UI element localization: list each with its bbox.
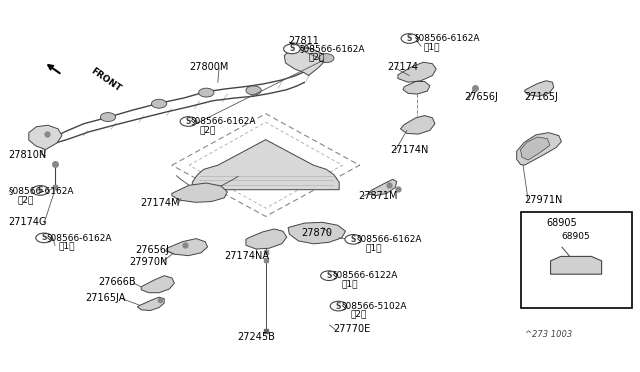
Text: §08566-6162A: §08566-6162A xyxy=(47,232,112,242)
Circle shape xyxy=(198,88,214,97)
Circle shape xyxy=(100,113,116,122)
Text: 27174: 27174 xyxy=(388,62,419,73)
Polygon shape xyxy=(167,238,207,256)
Text: ＜1＞: ＜1＞ xyxy=(366,243,383,252)
Text: 27656J: 27656J xyxy=(465,92,498,102)
Circle shape xyxy=(152,99,167,108)
Text: 27810N: 27810N xyxy=(8,150,47,160)
Text: 27970N: 27970N xyxy=(130,257,168,267)
Circle shape xyxy=(345,235,362,244)
Polygon shape xyxy=(516,133,561,165)
Text: §08566-5102A: §08566-5102A xyxy=(342,301,407,310)
Text: ＜1＞: ＜1＞ xyxy=(58,241,75,250)
Text: 68905: 68905 xyxy=(562,231,591,241)
Text: ＜2＞: ＜2＞ xyxy=(200,125,216,134)
Text: 27800M: 27800M xyxy=(189,62,228,73)
Polygon shape xyxy=(29,125,62,150)
Text: ＜2＞: ＜2＞ xyxy=(17,195,34,204)
Polygon shape xyxy=(192,140,339,190)
Circle shape xyxy=(284,44,300,54)
Polygon shape xyxy=(403,81,430,94)
Polygon shape xyxy=(398,62,436,82)
Text: S: S xyxy=(406,34,412,43)
Text: 27174G: 27174G xyxy=(8,217,47,227)
Text: §08566-6162A: §08566-6162A xyxy=(357,234,422,243)
Text: S: S xyxy=(42,233,47,243)
Text: ＜2＞: ＜2＞ xyxy=(351,310,367,319)
Text: 27245B: 27245B xyxy=(237,332,275,342)
Text: §08566-6122A: §08566-6122A xyxy=(333,270,398,279)
Polygon shape xyxy=(138,297,164,311)
Text: §08566-6162A: §08566-6162A xyxy=(415,33,480,42)
Text: ^273 1003: ^273 1003 xyxy=(525,330,572,339)
Text: §08566-6162A: §08566-6162A xyxy=(8,186,74,195)
Text: 27871M: 27871M xyxy=(358,190,398,201)
Polygon shape xyxy=(401,116,435,134)
Text: ＜2＞: ＜2＞ xyxy=(308,52,325,61)
Text: S: S xyxy=(351,235,356,244)
Polygon shape xyxy=(246,229,287,249)
Text: 27666B: 27666B xyxy=(98,278,136,287)
Text: S: S xyxy=(336,302,341,311)
Polygon shape xyxy=(141,276,174,293)
Circle shape xyxy=(401,34,418,43)
Circle shape xyxy=(32,186,49,195)
Polygon shape xyxy=(288,222,346,244)
Polygon shape xyxy=(284,47,325,76)
Bar xyxy=(520,212,632,308)
Text: S: S xyxy=(38,186,43,195)
Text: FRONT: FRONT xyxy=(90,66,123,94)
Text: ＜1＞: ＜1＞ xyxy=(424,42,440,51)
Text: §08566-6162A: §08566-6162A xyxy=(300,44,365,52)
Text: 27165JA: 27165JA xyxy=(85,293,125,303)
Text: 27174N: 27174N xyxy=(390,145,429,155)
Text: 27656J: 27656J xyxy=(135,245,169,255)
Polygon shape xyxy=(172,183,227,202)
Text: 27174M: 27174M xyxy=(140,198,179,208)
Circle shape xyxy=(321,271,337,280)
Text: S: S xyxy=(186,117,191,126)
Text: 27174NA: 27174NA xyxy=(224,251,269,262)
Text: S: S xyxy=(289,44,294,53)
Text: §08566-6162A: §08566-6162A xyxy=(191,116,257,125)
Circle shape xyxy=(319,54,334,62)
Text: 27870: 27870 xyxy=(301,228,332,238)
Text: 27811: 27811 xyxy=(288,36,319,46)
Polygon shape xyxy=(369,179,397,196)
Circle shape xyxy=(246,86,261,95)
Polygon shape xyxy=(550,256,602,274)
Text: 68905: 68905 xyxy=(547,218,577,228)
Circle shape xyxy=(330,301,347,311)
Circle shape xyxy=(36,233,52,243)
Circle shape xyxy=(180,117,196,126)
Text: S: S xyxy=(326,271,332,280)
Polygon shape xyxy=(524,81,554,96)
Text: 27971N: 27971N xyxy=(524,195,563,205)
Text: 27165J: 27165J xyxy=(524,92,558,102)
Polygon shape xyxy=(520,137,550,160)
Text: 27770E: 27770E xyxy=(333,324,370,334)
Text: ＜1＞: ＜1＞ xyxy=(342,279,358,288)
